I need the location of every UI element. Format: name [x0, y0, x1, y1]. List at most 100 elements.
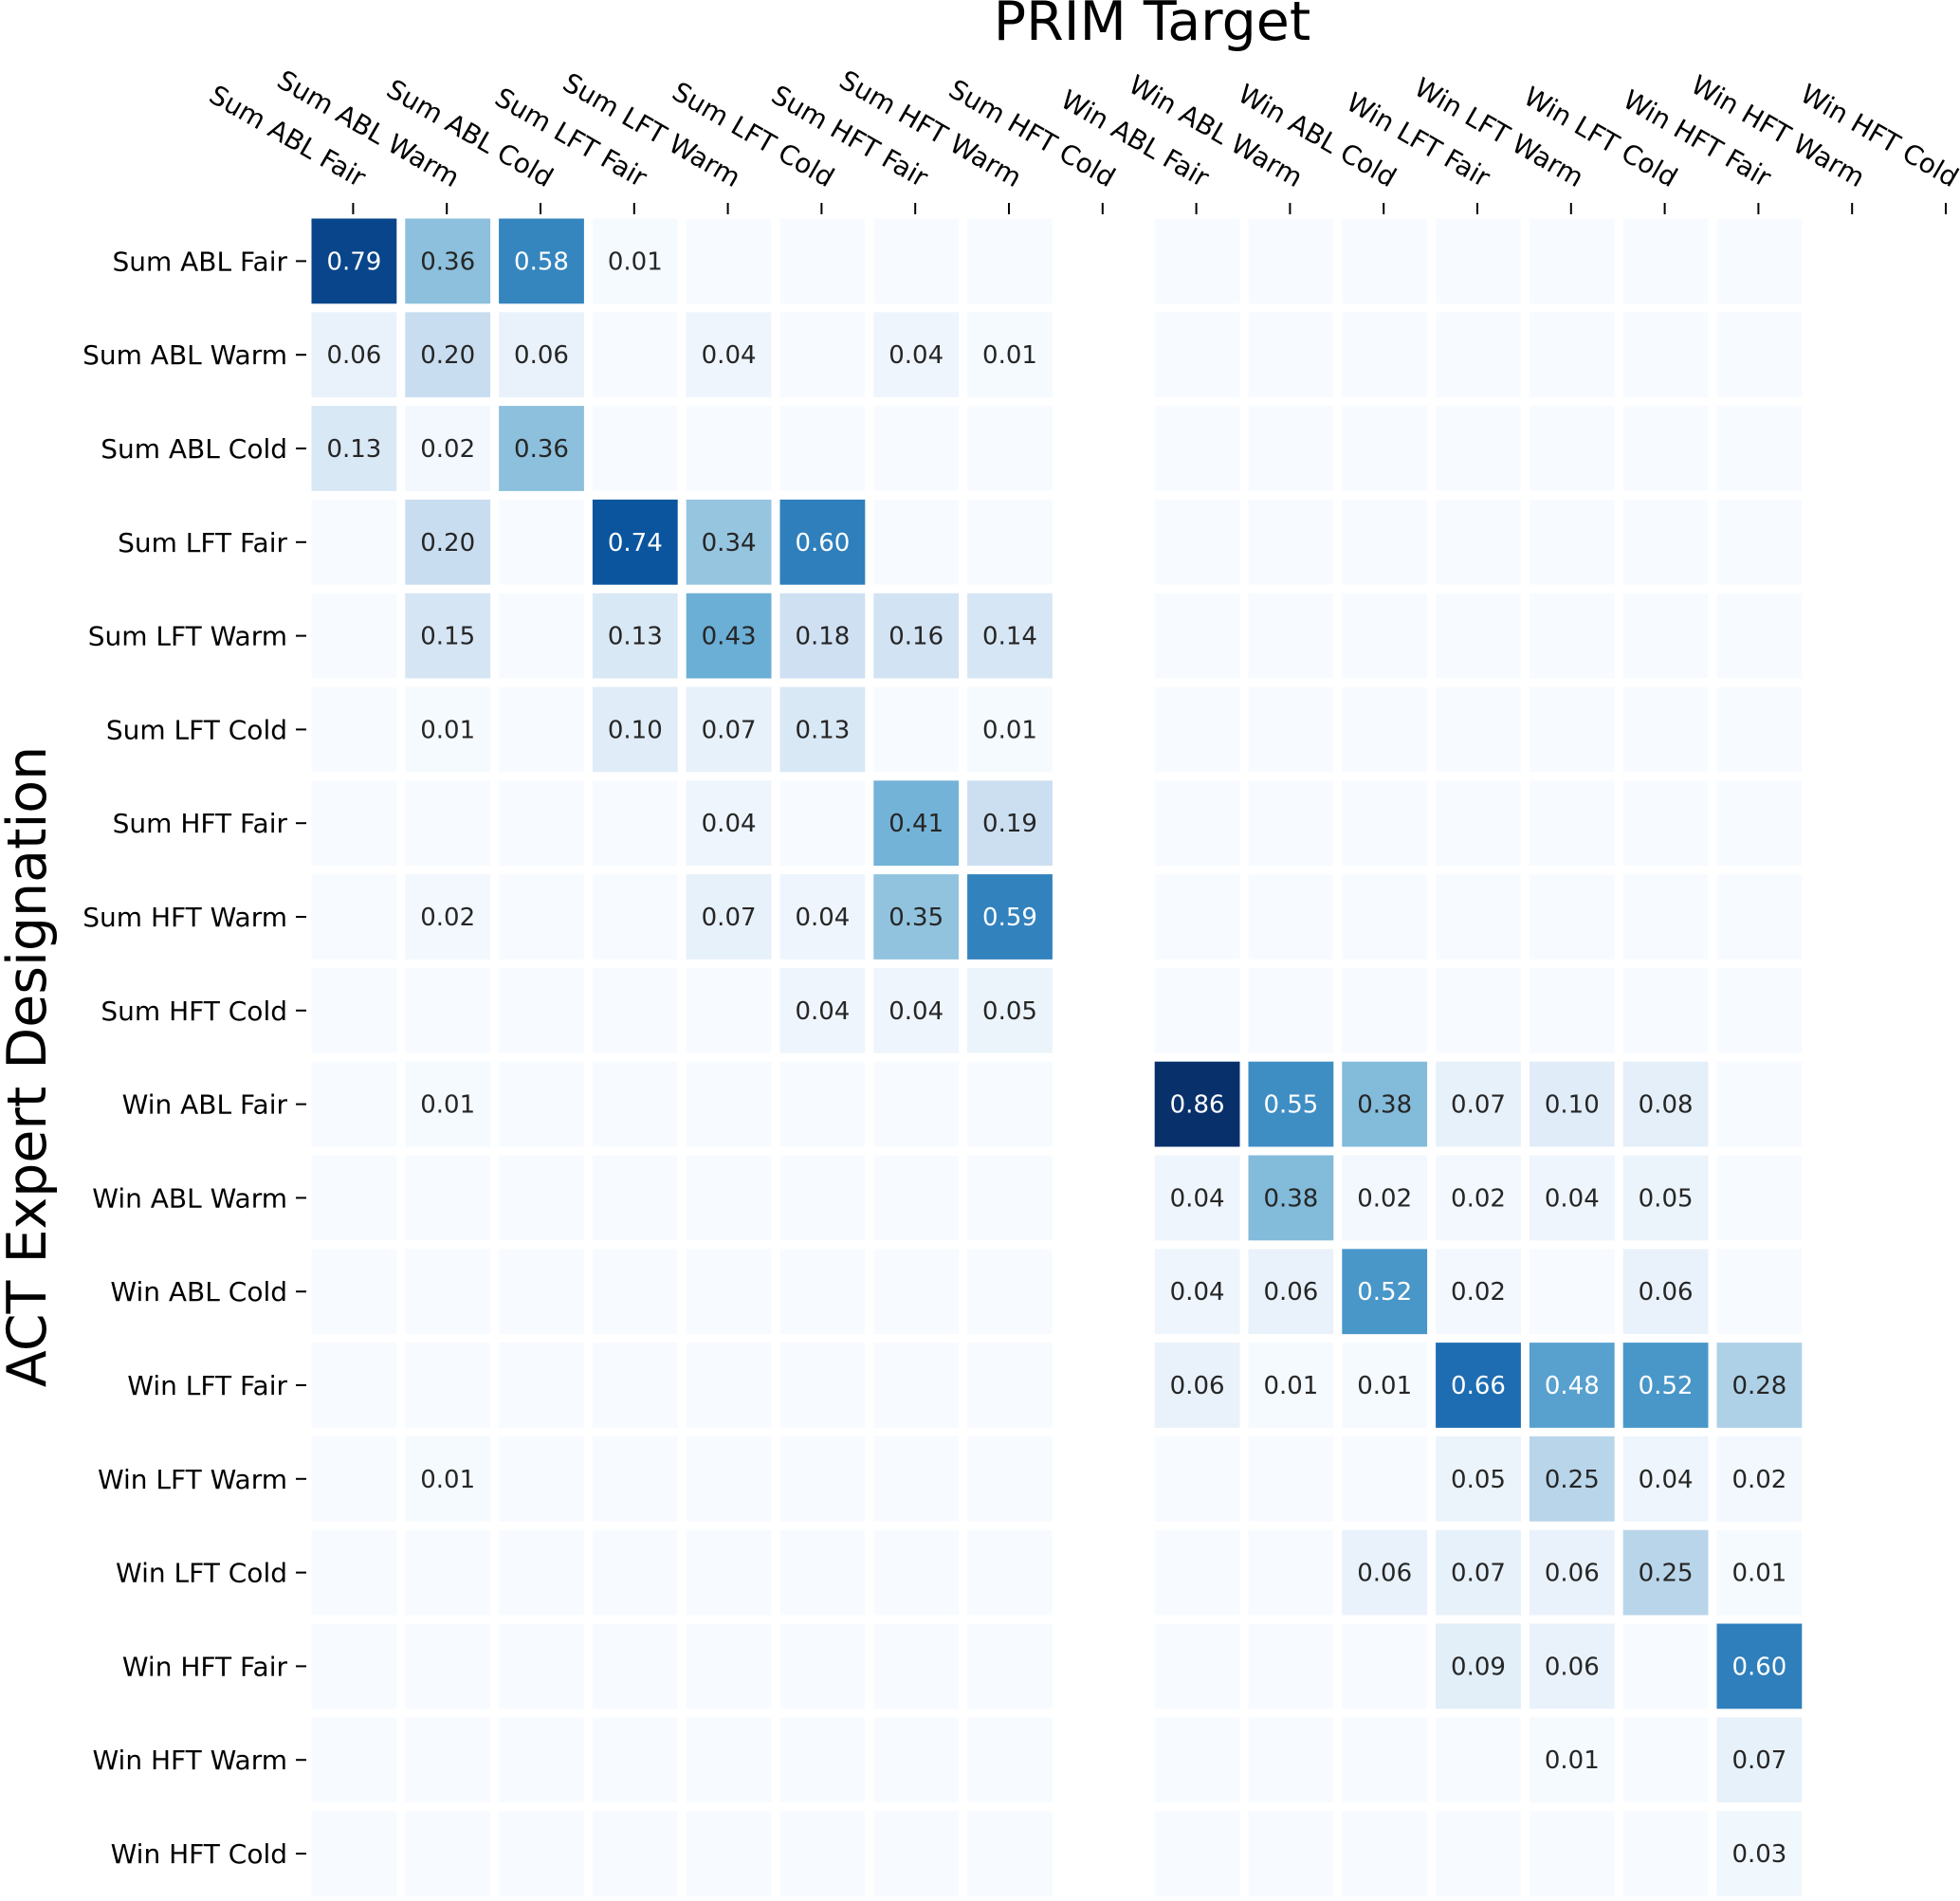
- heatmap-cell: [311, 406, 397, 491]
- heatmap-cell: [405, 1249, 491, 1335]
- cell-value-label: 0.01: [608, 247, 663, 276]
- heatmap-cell: [1248, 312, 1334, 398]
- heatmap-cell: [1529, 1623, 1615, 1709]
- y-tick-label: Win HFT Cold: [111, 1838, 287, 1870]
- heatmap-cell: [967, 1249, 1053, 1335]
- cell-value-label: 0.01: [420, 1466, 475, 1494]
- heatmap-cell: [1154, 1435, 1240, 1522]
- heatmap-cell: [311, 1717, 397, 1803]
- cell-value-label: 0.07: [1451, 1091, 1506, 1120]
- heatmap-cell: [311, 312, 397, 398]
- heatmap-cell: [779, 1343, 866, 1428]
- heatmap-cell: [1436, 218, 1521, 304]
- cell-value-label: 0.66: [1451, 1372, 1506, 1400]
- heatmap-cell: [1529, 1717, 1615, 1803]
- heatmap-cell: [1716, 218, 1803, 304]
- heatmap-cell: [311, 874, 397, 960]
- cell-value-label: 0.34: [702, 529, 757, 558]
- heatmap-cell: [1716, 1435, 1803, 1522]
- heatmap-cell: [592, 1811, 678, 1896]
- heatmap-cell: [1529, 499, 1615, 585]
- y-tick-label: Win LFT Fair: [127, 1370, 287, 1401]
- heatmap-cell: [1154, 1529, 1240, 1616]
- heatmap-cell: [779, 967, 866, 1053]
- cell-value-label: 0.19: [982, 810, 1037, 838]
- cell-value-label: 0.02: [1731, 1466, 1786, 1494]
- heatmap-cell: [499, 406, 584, 491]
- cell-value-label: 0.20: [420, 529, 475, 558]
- x-tick-label: Win ABL Cold: [1233, 78, 1401, 193]
- heatmap-cell: [1529, 874, 1615, 960]
- heatmap-cell: [686, 1435, 772, 1522]
- heatmap-cell: [1248, 686, 1334, 773]
- cell-value-label: 0.01: [1545, 1746, 1600, 1775]
- heatmap-cell: [1436, 1343, 1521, 1428]
- heatmap-cell: [779, 1155, 866, 1241]
- heatmap-cell: [967, 593, 1053, 679]
- heatmap-cell: [592, 1717, 678, 1803]
- heatmap-cell: [1622, 312, 1709, 398]
- heatmap-cell: [873, 967, 960, 1053]
- heatmap-cell: [311, 1155, 397, 1241]
- cell-value-label: 0.36: [514, 435, 569, 464]
- chart-title: PRIM Target: [994, 0, 1310, 53]
- heatmap-cell: [1342, 1811, 1428, 1896]
- heatmap-cell: [1342, 1155, 1428, 1241]
- heatmap-cell: [779, 593, 866, 679]
- cell-value-label: 0.60: [795, 529, 850, 558]
- cell-value-label: 0.60: [1731, 1653, 1786, 1681]
- heatmap-cell: [1716, 312, 1803, 398]
- heatmap-cell: [686, 406, 772, 491]
- heatmap-cell: [1529, 593, 1615, 679]
- heatmap-cell: [1248, 1343, 1334, 1428]
- heatmap-cell: [967, 1623, 1053, 1709]
- cell-value-label: 0.02: [1357, 1184, 1412, 1213]
- cell-value-label: 0.15: [420, 623, 475, 651]
- heatmap-cell: [686, 1717, 772, 1803]
- heatmap-cell: [779, 1623, 866, 1709]
- heatmap-cell: [1342, 1623, 1428, 1709]
- cell-value-label: 0.58: [514, 247, 569, 276]
- heatmap-cell: [967, 218, 1053, 304]
- heatmap-cell: [1436, 967, 1521, 1053]
- heatmap-cell: [1342, 1717, 1428, 1803]
- heatmap-cell: [592, 1435, 678, 1522]
- heatmap-cell: [1436, 1435, 1521, 1522]
- heatmap-cell: [499, 780, 584, 867]
- cell-value-label: 0.13: [608, 623, 663, 651]
- heatmap-cell: [873, 499, 960, 585]
- y-tick-label: Sum LFT Warm: [88, 621, 287, 652]
- heatmap-cell: [686, 1529, 772, 1616]
- heatmap-cell: [1154, 499, 1240, 585]
- heatmap-cell: [779, 1061, 866, 1147]
- heatmap-cell: [405, 1435, 491, 1522]
- heatmap-cell: [873, 1811, 960, 1896]
- heatmap-cell: [1342, 593, 1428, 679]
- cell-value-label: 0.04: [795, 997, 850, 1026]
- cell-value-label: 0.36: [420, 247, 475, 276]
- heatmap-cell: [311, 686, 397, 773]
- heatmap-cell: [1248, 780, 1334, 867]
- heatmap-cell: [779, 499, 866, 585]
- heatmap-cell: [1716, 780, 1803, 867]
- heatmap-cell: [967, 1343, 1053, 1428]
- cell-value-label: 0.52: [1357, 1278, 1412, 1307]
- x-tick-label: Sum LFT Cold: [667, 76, 839, 193]
- heatmap-cell: [873, 1249, 960, 1335]
- heatmap-cell: [311, 1811, 397, 1896]
- heatmap-cell: [779, 686, 866, 773]
- heatmap-cell: [1622, 593, 1709, 679]
- cell-value-label: 0.03: [1731, 1840, 1786, 1869]
- heatmap-cell: [405, 1811, 491, 1896]
- cell-value-label: 0.41: [888, 810, 943, 838]
- cell-value-label: 0.43: [702, 623, 757, 651]
- heatmap-cell: [686, 1155, 772, 1241]
- heatmap-cell: [1716, 686, 1803, 773]
- heatmap-cell: [779, 1249, 866, 1335]
- heatmap-cell: [1716, 1811, 1803, 1896]
- heatmap-cell: [1529, 1811, 1615, 1896]
- heatmap-cell: [1154, 967, 1240, 1053]
- heatmap-cell: [311, 780, 397, 867]
- heatmap-cell: [499, 593, 584, 679]
